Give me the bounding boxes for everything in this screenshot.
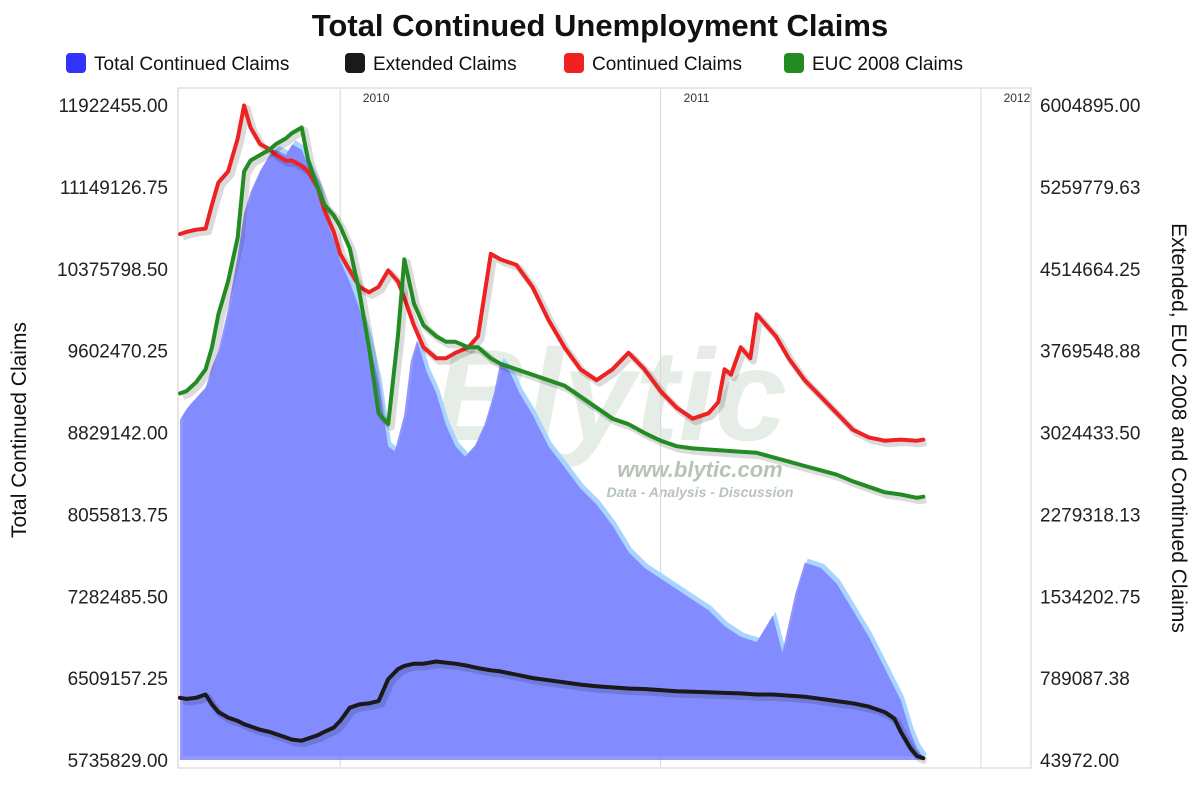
y-left-tick-label: 10375798.50 (57, 260, 168, 281)
y-right-ticks: 6004895.00 5259779.63 4514664.25 3769548.88… (1040, 96, 1140, 772)
y-right-tick-label: 3024433.50 (1040, 424, 1140, 445)
y-right-tick-label: 1534202.75 (1040, 587, 1140, 608)
extended-claims-line (178, 659, 926, 761)
y-right-tick-label: 43972.00 (1040, 751, 1119, 772)
x-labels: 2010 2011 2012 (363, 91, 1031, 105)
total-continued-claims-area (180, 144, 924, 760)
legend-swatch (784, 53, 804, 73)
y-left-tick-label: 5735829.00 (68, 751, 168, 772)
x-tick-label: 2011 (684, 91, 710, 105)
legend-swatch (564, 53, 584, 73)
legend-label: Total Continued Claims (94, 54, 289, 75)
y-left-tick-label: 7282485.50 (68, 587, 168, 608)
y-left-tick-label: 11922455.00 (58, 96, 168, 117)
y-left-tick-label: 11149126.75 (60, 178, 168, 199)
y-left-tick-label: 8829142.00 (68, 424, 168, 445)
x-tick-label: 2010 (363, 91, 390, 105)
watermark-tagline: Data - Analysis - Discussion (607, 484, 794, 500)
y-axis-right-title: Extended, EUC 2008 and Continued Claims (1167, 223, 1190, 633)
legend-swatch (345, 53, 365, 73)
watermark-url: www.blytic.com (617, 457, 782, 482)
y-left-tick-label: 9602470.25 (68, 342, 168, 363)
extended-claims-line-shadow (182, 661, 928, 765)
legend-label: EUC 2008 Claims (812, 54, 963, 75)
y-right-tick-label: 3769548.88 (1040, 342, 1140, 363)
y-right-tick-label: 4514664.25 (1040, 260, 1140, 281)
y-left-tick-label: 6509157.25 (68, 669, 168, 690)
series-layer (178, 103, 928, 765)
watermark: Blytic www.blytic.com Data - Analysis - … (433, 322, 794, 500)
legend: Total Continued Claims Extended Claims Con… (66, 53, 963, 75)
chart-title: Total Continued Unemployment Claims (312, 8, 888, 43)
euc-2008-claims-line (178, 125, 926, 500)
y-axis-left-title: Total Continued Claims (8, 322, 31, 538)
y-right-tick-label: 6004895.00 (1040, 96, 1140, 117)
y-left-tick-label: 8055813.75 (68, 505, 168, 526)
y-right-tick-label: 5259779.63 (1040, 178, 1140, 199)
y-right-tick-label: 789087.38 (1040, 669, 1130, 690)
x-tick-label: 2012 (1004, 91, 1031, 105)
y-right-tick-label: 2279318.13 (1040, 505, 1140, 526)
y-left-ticks: 11922455.00 11149126.75 10375798.50 9602470… (57, 96, 168, 772)
legend-label: Continued Claims (592, 54, 742, 75)
euc-2008-claims-line-shadow (181, 127, 927, 505)
legend-label: Extended Claims (373, 54, 517, 75)
legend-swatch (66, 53, 86, 73)
